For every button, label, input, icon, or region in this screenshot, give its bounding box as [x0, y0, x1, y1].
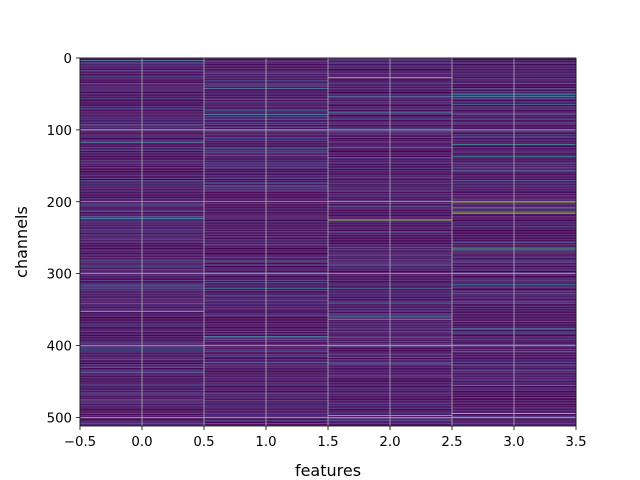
x-tick-label: 3.5 [565, 435, 586, 450]
x-axis-label: features [295, 461, 361, 480]
y-tick-label: 500 [47, 411, 72, 426]
y-tick-label: 0 [64, 52, 72, 67]
x-tick-label: 1.5 [317, 435, 338, 450]
y-tick-label: 400 [47, 340, 72, 355]
x-tick-label: 2.0 [379, 435, 400, 450]
y-axis-ticks: 0 100 200 300 400 500 [47, 52, 80, 426]
x-tick-label: 3.0 [503, 435, 524, 450]
y-axis-label: channels [12, 206, 31, 278]
x-tick-label: −0.5 [64, 435, 96, 450]
x-tick-label: 0.0 [131, 435, 152, 450]
y-tick-label: 300 [47, 268, 72, 283]
x-tick-label: 0.5 [193, 435, 214, 450]
x-tick-label: 1.0 [255, 435, 276, 450]
x-tick-label: 2.5 [441, 435, 462, 450]
y-tick-label: 200 [47, 196, 72, 211]
x-axis-ticks: −0.5 0.0 0.5 1.0 1.5 2.0 2.5 3.0 3.5 [64, 426, 587, 450]
y-tick-label: 100 [47, 124, 72, 139]
